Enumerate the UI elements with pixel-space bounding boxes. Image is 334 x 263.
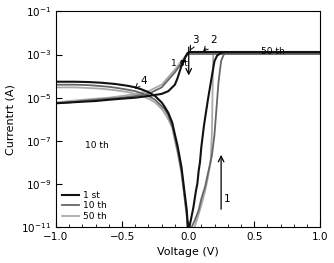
Text: 1: 1 [224, 194, 230, 204]
Text: 2: 2 [204, 35, 217, 51]
Legend: 1 st, 10 th, 50 th: 1 st, 10 th, 50 th [60, 189, 109, 222]
Text: 3: 3 [190, 35, 199, 50]
Y-axis label: Currentrt (A): Currentrt (A) [6, 84, 16, 155]
Text: 10 th: 10 th [85, 141, 109, 150]
Text: 4: 4 [135, 75, 147, 88]
Text: 1 st: 1 st [171, 59, 188, 68]
X-axis label: Voltage (V): Voltage (V) [157, 247, 219, 257]
Text: 50 th: 50 th [261, 47, 285, 56]
